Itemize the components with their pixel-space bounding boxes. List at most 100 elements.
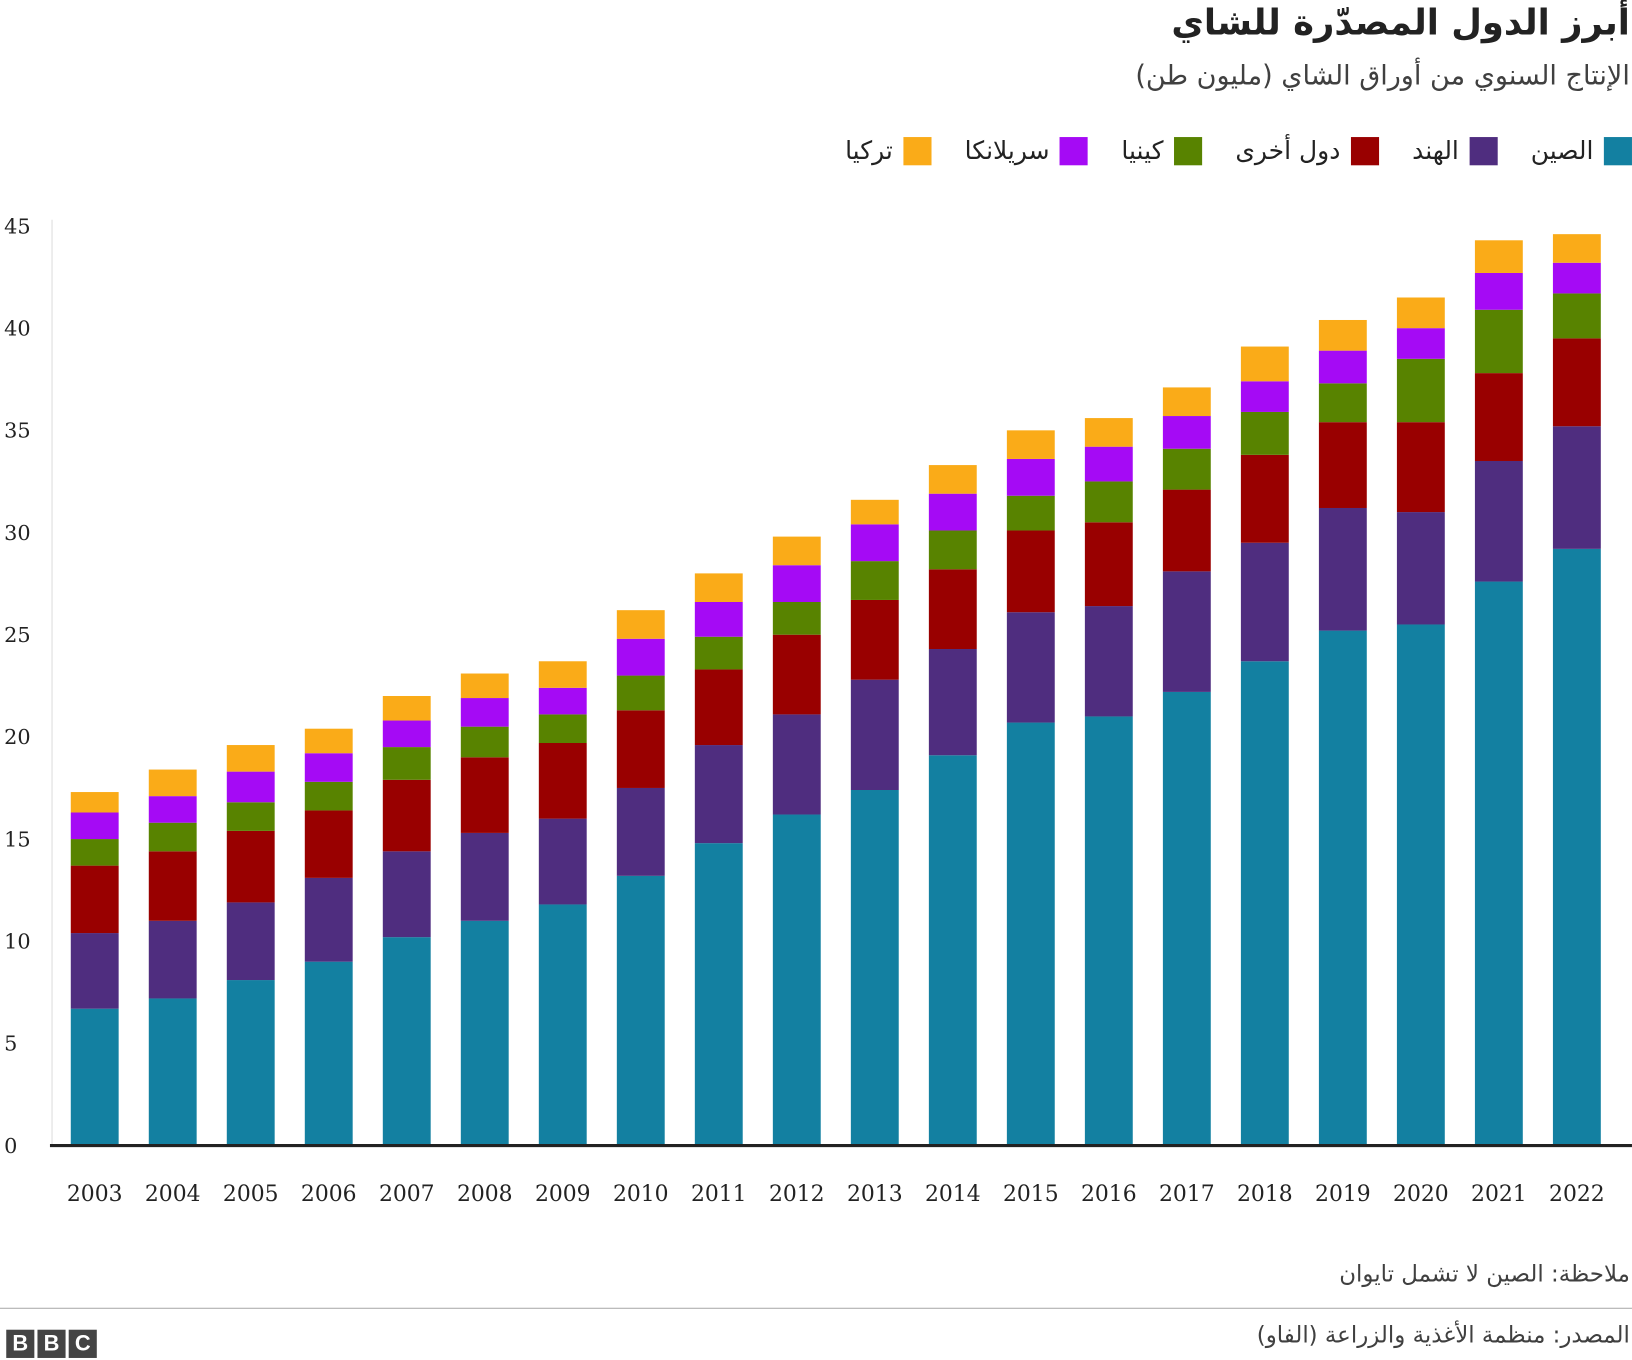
bar-segment (1006, 458, 1055, 496)
y-tick-label: 35 (4, 419, 30, 443)
bar-segment (1084, 522, 1133, 607)
bar-segment (616, 610, 665, 639)
bar-segment (850, 524, 899, 562)
bar-segment (1240, 661, 1289, 1146)
bar-segment (694, 843, 743, 1146)
bar-segment (304, 961, 353, 1146)
bar-segment (694, 573, 743, 602)
bar-segment (850, 561, 899, 600)
bar-segment (148, 920, 197, 999)
bar-segment (1006, 530, 1055, 613)
x-tick-label: 2003 (67, 1182, 123, 1207)
x-tick-label: 2016 (1081, 1182, 1137, 1207)
bar-segment (1162, 448, 1211, 490)
bar-segment (1552, 338, 1601, 427)
bar-segment (850, 499, 899, 525)
bar-segment (694, 636, 743, 670)
bar-segment (226, 902, 275, 981)
bar-segment (226, 745, 275, 772)
x-tick-label: 2004 (145, 1182, 201, 1207)
bar-segment (1162, 387, 1211, 417)
x-tick-label: 2014 (925, 1182, 981, 1207)
bar-segment (928, 569, 977, 649)
x-tick-label: 2008 (457, 1182, 513, 1207)
bar-segment (1474, 460, 1523, 582)
bar-segment (1318, 319, 1367, 351)
bar-segment (928, 530, 977, 570)
bar-segment (304, 810, 353, 878)
bar-segment (382, 747, 431, 780)
bar-segment (460, 673, 509, 699)
x-tick-label: 2010 (613, 1182, 669, 1207)
legend-swatch (1469, 136, 1498, 165)
bar-segment (460, 832, 509, 921)
bar-segment (148, 796, 197, 823)
x-tick-label: 2020 (1393, 1182, 1449, 1207)
bar-segment (460, 698, 509, 727)
bar-segment (382, 937, 431, 1146)
bar-segment (1552, 293, 1601, 339)
y-tick-label: 20 (4, 725, 30, 749)
legend-label: الهند (1412, 136, 1459, 166)
bar-segment (460, 757, 509, 833)
bar-segment (460, 920, 509, 1146)
chart-subtitle: الإنتاج السنوي من أوراق الشاي (مليون طن) (1135, 60, 1630, 93)
bar-segment (1084, 716, 1133, 1146)
bar-segment (850, 679, 899, 791)
bar-segment (1318, 422, 1367, 508)
x-tick-label: 2005 (223, 1182, 279, 1207)
bar-segment (70, 839, 119, 866)
chart-title: أبرز الدول المصدّرة للشاي (1171, 2, 1630, 44)
bar-segment (1474, 581, 1523, 1146)
bar-segment (616, 787, 665, 876)
bar-segment (772, 536, 821, 566)
x-tick-label: 2007 (379, 1182, 435, 1207)
legend-swatch (1603, 136, 1632, 165)
legend: تركيا سريلانكا كينيا دول أخرى الهند الصين (845, 136, 1632, 165)
bar-segment (304, 753, 353, 782)
bar-segment (382, 720, 431, 748)
bar-segment (1240, 411, 1289, 455)
bar-segment (226, 771, 275, 803)
bar-segment (1240, 346, 1289, 382)
bar-segment (70, 812, 119, 840)
bar-segment (1240, 381, 1289, 412)
bar-segment (1396, 358, 1445, 423)
bar-segment (226, 980, 275, 1146)
bar-segment (148, 769, 197, 797)
bar-segment (1474, 309, 1523, 374)
bar-segment (148, 822, 197, 852)
x-tick-label: 2022 (1549, 1182, 1605, 1207)
x-tick-label: 2009 (535, 1182, 591, 1207)
bar-segment (1084, 606, 1133, 717)
legend-item: كينيا (1121, 136, 1203, 166)
x-tick-label: 2021 (1471, 1182, 1527, 1207)
bar-segment (226, 830, 275, 903)
bar-segment (616, 675, 665, 711)
bar-segment (226, 802, 275, 831)
legend-label: كينيا (1121, 136, 1164, 166)
bar-segment (304, 781, 353, 811)
plot-area: 0 5 10 15 20 25 30 35 40 45 2003 2004 2005 2006 2007 20… (4, 214, 1632, 1207)
chart-note: ملاحظة: الصين لا تشمل تايوان (1339, 1261, 1630, 1288)
bar-segment (538, 743, 587, 819)
bar-segment (1084, 481, 1133, 523)
bar-segment (1084, 418, 1133, 447)
x-tick-label: 2018 (1237, 1182, 1293, 1207)
bar-segment (1084, 446, 1133, 482)
bar-segment (616, 638, 665, 676)
bar-segment (1396, 512, 1445, 625)
legend-item: الهند (1412, 136, 1498, 166)
bar-segment (148, 998, 197, 1146)
bar-segment (538, 687, 587, 715)
bar-segment (1006, 612, 1055, 723)
x-tick-label: 2015 (1003, 1182, 1059, 1207)
x-tick-label: 2012 (769, 1182, 825, 1207)
bar-segment (850, 790, 899, 1146)
bar-segment (772, 565, 821, 602)
bar-segment (772, 714, 821, 815)
y-tick-label: 30 (4, 521, 30, 545)
bar-segment (148, 851, 197, 921)
x-tick-label: 2011 (691, 1182, 747, 1207)
